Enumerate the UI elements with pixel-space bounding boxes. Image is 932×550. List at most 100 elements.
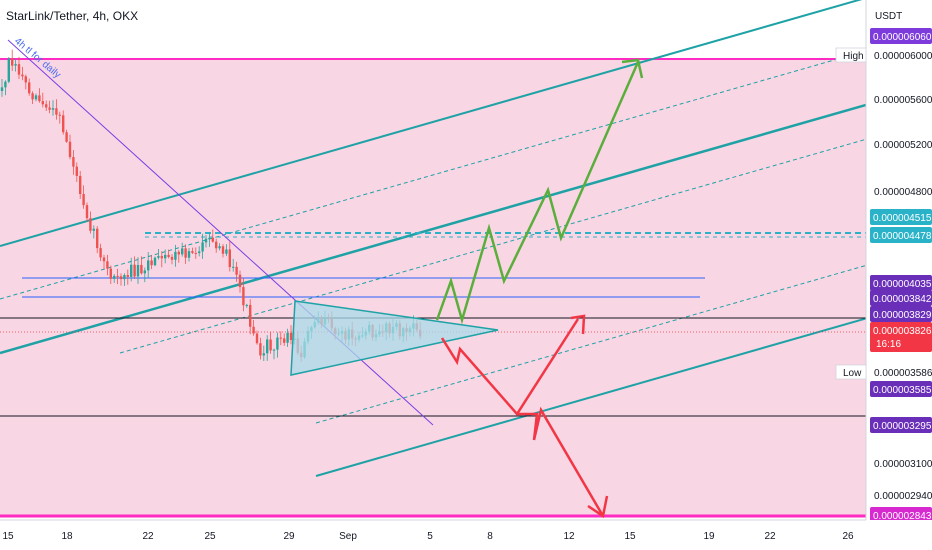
x-tick-label: 15 — [624, 531, 636, 542]
candle-body — [201, 242, 204, 252]
candle-body — [89, 218, 92, 231]
candle-body — [272, 349, 276, 351]
candle-body — [75, 166, 78, 176]
candle-body — [184, 248, 187, 258]
candle-body — [221, 246, 225, 254]
price-badge — [870, 306, 932, 322]
candle-body — [0, 87, 4, 91]
x-tick-label: 5 — [427, 531, 433, 542]
candle-body — [45, 104, 48, 108]
candle-body — [153, 257, 157, 266]
candle-body — [143, 270, 146, 274]
price-badge — [870, 322, 932, 352]
candle-body — [130, 264, 133, 277]
bearish-drop-arrowhead — [587, 495, 609, 519]
candle-body — [92, 228, 95, 231]
price-badge — [870, 417, 932, 433]
candle-body — [116, 275, 119, 277]
candle-body — [119, 276, 123, 280]
price-badge-countdown: 16:16 — [876, 339, 901, 350]
descending-trendline — [7, 39, 434, 426]
candle-body — [225, 249, 228, 254]
candle-body — [167, 254, 170, 257]
candle-body — [82, 194, 85, 206]
channel-upper-line — [0, 0, 863, 247]
candle-body — [72, 157, 75, 167]
x-tick-label: 12 — [563, 531, 575, 542]
candle-body — [11, 58, 14, 66]
candle-body — [62, 115, 65, 133]
candle-body — [228, 249, 231, 268]
candle-body — [177, 251, 180, 255]
x-tick-label: Sep — [339, 531, 357, 542]
candle-body — [262, 353, 265, 356]
candle-body — [266, 339, 269, 354]
candle-body — [85, 205, 89, 219]
candle-body — [106, 261, 109, 269]
price-badge — [870, 507, 932, 523]
candle-body — [187, 251, 191, 258]
price-badge — [870, 209, 932, 225]
candle-body — [99, 248, 102, 258]
candle-body — [123, 275, 126, 280]
x-tick-label: 22 — [142, 531, 154, 542]
candle-body — [58, 114, 61, 116]
candle-body — [286, 332, 289, 343]
highlow-tag-box — [835, 364, 867, 380]
candle-body — [283, 338, 286, 343]
bearish-bounce-path — [440, 318, 580, 417]
y-tick-label: 0.000005600 — [874, 95, 932, 106]
candle-body — [126, 275, 129, 277]
highlow-tag-label: High — [843, 51, 864, 62]
bearish-drop-path — [517, 406, 605, 517]
channel-lower-line — [315, 317, 867, 477]
candle-body — [255, 333, 259, 344]
highlow-tag-box — [835, 47, 867, 63]
highlow-tag-label: Low — [843, 368, 862, 379]
candle-body — [17, 64, 21, 75]
price-badge-text: 0.000002843 — [873, 511, 932, 522]
candle-body — [109, 268, 112, 279]
time-axis-panel — [0, 520, 932, 550]
candle-body — [150, 260, 153, 266]
candle-body — [181, 248, 184, 255]
candle-body — [7, 58, 10, 82]
candle-body — [102, 257, 106, 262]
candle-body — [65, 132, 68, 142]
bullish-arrowhead — [621, 58, 644, 79]
candle-body — [48, 107, 51, 110]
highlow-tag-value: 0.000006000 — [874, 51, 932, 62]
candle-body — [140, 264, 143, 274]
candle-body — [157, 256, 160, 258]
candle-body — [136, 264, 140, 277]
candle-body — [24, 76, 27, 83]
candle-body — [41, 101, 44, 105]
candle-body — [232, 266, 235, 268]
candle-body — [208, 237, 211, 239]
candle-body — [276, 337, 279, 350]
candle-body — [31, 93, 34, 100]
candle-body — [238, 274, 242, 288]
candle-body — [170, 256, 174, 260]
price-badge — [870, 275, 932, 291]
candle-body — [68, 141, 72, 158]
candle-body — [147, 260, 150, 271]
candle-body — [279, 337, 282, 339]
x-tick-label: 18 — [61, 531, 73, 542]
candle-body — [38, 95, 41, 102]
x-tick-label: 25 — [204, 531, 216, 542]
candle-body — [21, 74, 24, 77]
y-tick-label: 0.000002940 — [874, 491, 932, 502]
price-badge-text: 0.000004515 — [873, 213, 932, 224]
x-tick-label: 26 — [842, 531, 854, 542]
candle-body — [96, 228, 99, 249]
triangle-pattern — [290, 300, 499, 376]
candle-body — [28, 82, 31, 94]
x-tick-label: 15 — [2, 531, 14, 542]
candle-body — [194, 252, 197, 254]
channel-mid-line — [0, 103, 867, 355]
candle-body — [204, 238, 208, 243]
candle-body — [4, 81, 7, 88]
price-badge — [870, 227, 932, 243]
